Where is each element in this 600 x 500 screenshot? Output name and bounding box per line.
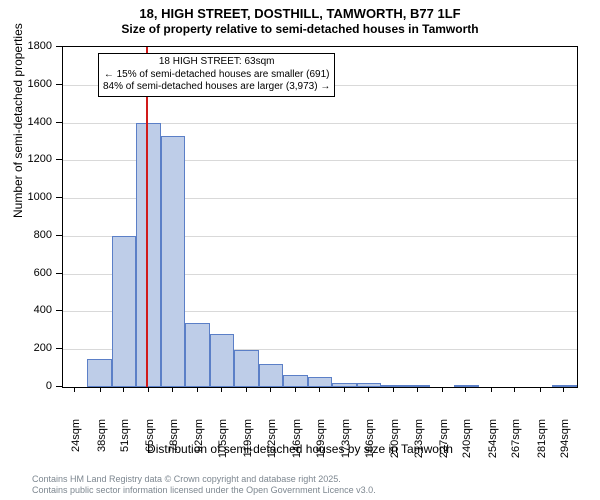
x-tick xyxy=(221,387,222,392)
x-tick xyxy=(563,387,564,392)
annotation-line: 18 HIGH STREET: 63sqm xyxy=(103,56,330,69)
x-tick xyxy=(393,387,394,392)
annotation-line: ← 15% of semi-detached houses are smalle… xyxy=(103,69,330,82)
y-axis-label: Number of semi-detached properties xyxy=(11,23,25,218)
histogram-bar xyxy=(112,236,136,387)
histogram-bar xyxy=(185,323,209,387)
histogram-bar xyxy=(357,383,381,387)
x-tick xyxy=(246,387,247,392)
x-tick xyxy=(100,387,101,392)
x-tick xyxy=(123,387,124,392)
x-tick xyxy=(491,387,492,392)
annotation-line: 84% of semi-detached houses are larger (… xyxy=(103,81,330,94)
histogram-bar xyxy=(283,375,307,387)
plot-area: 18 HIGH STREET: 63sqm← 15% of semi-detac… xyxy=(62,46,578,388)
x-tick xyxy=(514,387,515,392)
x-axis-label: Distribution of semi-detached houses by … xyxy=(0,442,600,456)
y-tick xyxy=(56,386,62,387)
x-tick xyxy=(74,387,75,392)
histogram-bar xyxy=(308,377,332,387)
histogram-bar xyxy=(210,334,234,387)
x-tick xyxy=(442,387,443,392)
histogram-bar xyxy=(552,385,576,387)
histogram-bar xyxy=(87,359,111,387)
credit-line1: Contains HM Land Registry data © Crown c… xyxy=(32,474,376,485)
y-tick-label: 200 xyxy=(12,342,52,354)
x-tick xyxy=(270,387,271,392)
y-tick-label: 600 xyxy=(12,267,52,279)
histogram-bar xyxy=(454,385,478,387)
credits: Contains HM Land Registry data © Crown c… xyxy=(32,474,376,497)
x-tick xyxy=(148,387,149,392)
y-tick xyxy=(56,122,62,123)
x-tick xyxy=(417,387,418,392)
x-tick xyxy=(368,387,369,392)
y-tick xyxy=(56,310,62,311)
histogram-bar xyxy=(161,136,185,387)
annotation-box: 18 HIGH STREET: 63sqm← 15% of semi-detac… xyxy=(98,53,335,97)
histogram-bar xyxy=(136,123,160,387)
x-tick xyxy=(465,387,466,392)
histogram-bar xyxy=(406,385,430,387)
y-tick xyxy=(56,46,62,47)
y-tick-label: 800 xyxy=(12,229,52,241)
x-tick xyxy=(344,387,345,392)
chart-title-line2: Size of property relative to semi-detach… xyxy=(0,22,600,37)
x-tick xyxy=(172,387,173,392)
title-block: 18, HIGH STREET, DOSTHILL, TAMWORTH, B77… xyxy=(0,0,600,37)
x-tick xyxy=(295,387,296,392)
x-tick xyxy=(197,387,198,392)
y-tick-label: 0 xyxy=(12,380,52,392)
x-tick xyxy=(540,387,541,392)
y-tick-label: 400 xyxy=(12,304,52,316)
reference-line xyxy=(146,47,148,387)
y-tick xyxy=(56,197,62,198)
chart-title-line1: 18, HIGH STREET, DOSTHILL, TAMWORTH, B77… xyxy=(0,6,600,22)
y-tick xyxy=(56,348,62,349)
histogram-bar xyxy=(234,350,258,387)
y-tick xyxy=(56,235,62,236)
credit-line2: Contains public sector information licen… xyxy=(32,485,376,496)
chart-container: 18, HIGH STREET, DOSTHILL, TAMWORTH, B77… xyxy=(0,0,600,500)
y-tick xyxy=(56,273,62,274)
histogram-bar xyxy=(259,364,283,387)
x-tick xyxy=(319,387,320,392)
y-tick xyxy=(56,159,62,160)
y-tick xyxy=(56,84,62,85)
